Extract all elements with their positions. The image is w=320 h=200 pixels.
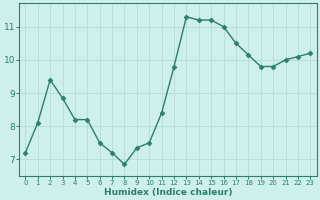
X-axis label: Humidex (Indice chaleur): Humidex (Indice chaleur): [104, 188, 232, 197]
